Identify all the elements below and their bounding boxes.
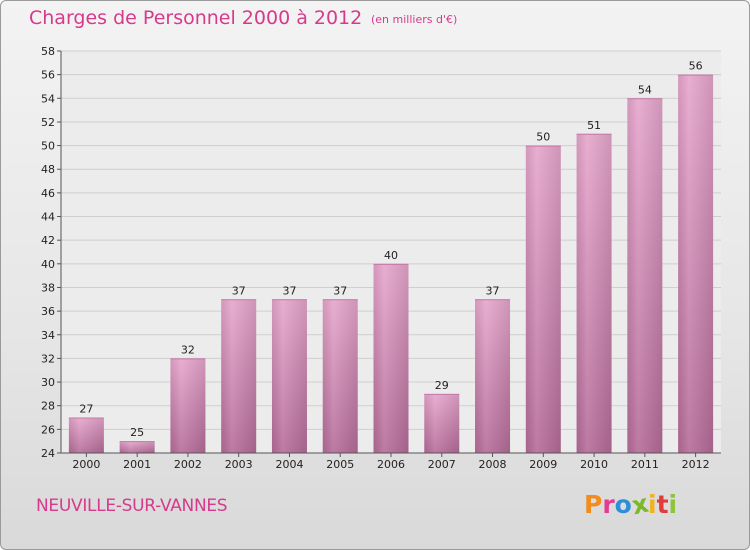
bar-2006 [373, 263, 409, 453]
y-tick-label: 30 [41, 376, 55, 389]
bar-shade [322, 299, 358, 453]
x-tick-label: 2000 [72, 458, 100, 471]
chart-subtitle: (en milliers d'€) [371, 13, 458, 26]
data-labels: 27 25 32 37 37 37 40 29 37 50 51 54 56 [79, 60, 702, 440]
bar-shade [424, 393, 460, 453]
x-tick-label: 2009 [529, 458, 557, 471]
y-tick-label: 24 [41, 447, 55, 460]
bar-shade [576, 133, 612, 453]
bar-2002 [170, 358, 206, 453]
data-label: 50 [536, 131, 550, 144]
y-tick-label: 40 [41, 258, 55, 271]
bar-2012 [678, 74, 714, 453]
bar-shade [170, 358, 206, 453]
y-tick-label: 28 [41, 400, 55, 413]
axes [57, 50, 721, 457]
x-tick-label: 2005 [326, 458, 354, 471]
bar-2000 [68, 417, 104, 453]
logo-letter: i [648, 490, 657, 519]
chart-title: Charges de Personnel 2000 à 2012 [29, 7, 363, 29]
bar-shade [68, 417, 104, 453]
x-tick-label: 2011 [631, 458, 659, 471]
data-label: 37 [282, 284, 296, 297]
logo-letter: i [668, 490, 678, 519]
data-label: 56 [689, 60, 703, 73]
bar-2003 [221, 299, 257, 453]
y-tick-label: 46 [41, 187, 55, 200]
bar-2005 [322, 299, 358, 453]
y-tick-label: 26 [41, 423, 55, 436]
bar-2001 [119, 441, 155, 453]
bars [68, 74, 714, 453]
bar-shade [119, 441, 155, 453]
y-tick-label: 52 [41, 116, 55, 129]
data-label: 25 [130, 426, 144, 439]
logo-letter: t [656, 490, 669, 519]
y-tick-label: 44 [41, 211, 55, 224]
bar-shade [525, 145, 561, 453]
y-tick-labels: 24 26 28 30 32 34 36 38 40 42 44 46 48 50 52 54 56 58 [41, 45, 55, 460]
x-tick-label: 2002 [174, 458, 202, 471]
data-label: 32 [181, 343, 195, 356]
x-tick-label: 2003 [225, 458, 253, 471]
bar-shade [475, 299, 511, 453]
x-tick-label: 2006 [377, 458, 405, 471]
bar-shade [627, 98, 663, 453]
bar-2008 [475, 299, 511, 453]
data-label: 37 [486, 284, 500, 297]
logo-letter: o [614, 490, 632, 519]
data-label: 51 [587, 119, 601, 132]
y-tick-label: 34 [41, 329, 55, 342]
y-tick-label: 56 [41, 69, 55, 82]
x-tick-label: 2007 [428, 458, 456, 471]
proxiti-logo: Proxiti [584, 489, 678, 521]
bar-shade [221, 299, 257, 453]
data-label: 40 [384, 249, 398, 262]
y-tick-label: 36 [41, 305, 55, 318]
bar-shade [678, 74, 714, 453]
bar-2007 [424, 393, 460, 453]
data-label: 37 [333, 284, 347, 297]
commune-name: NEUVILLE-SUR-VANNES [36, 496, 228, 516]
y-tick-label: 50 [41, 140, 55, 153]
data-label: 37 [232, 284, 246, 297]
bar-2010 [576, 133, 612, 453]
x-tick-label: 2001 [123, 458, 151, 471]
x-tick-labels: 2000 2001 2002 2003 2004 2005 2006 2007 2008 2009… [72, 458, 709, 471]
x-tick-label: 2008 [479, 458, 507, 471]
y-tick-label: 38 [41, 281, 55, 294]
bar-shade [271, 299, 307, 453]
logo-letter: P [584, 490, 603, 519]
logo-letter: r [602, 490, 615, 519]
y-tick-label: 54 [41, 92, 55, 105]
x-tick-label: 2012 [682, 458, 710, 471]
y-tick-label: 32 [41, 352, 55, 365]
bar-shade [373, 263, 409, 453]
y-tick-label: 42 [41, 234, 55, 247]
x-tick-label: 2004 [275, 458, 303, 471]
bar-2009 [525, 145, 561, 453]
data-label: 27 [79, 403, 93, 416]
bar-2011 [627, 98, 663, 453]
data-label: 54 [638, 83, 652, 96]
y-tick-label: 58 [41, 45, 55, 58]
bar-2004 [271, 299, 307, 453]
data-label: 29 [435, 379, 449, 392]
y-tick-label: 48 [41, 163, 55, 176]
x-tick-label: 2010 [580, 458, 608, 471]
